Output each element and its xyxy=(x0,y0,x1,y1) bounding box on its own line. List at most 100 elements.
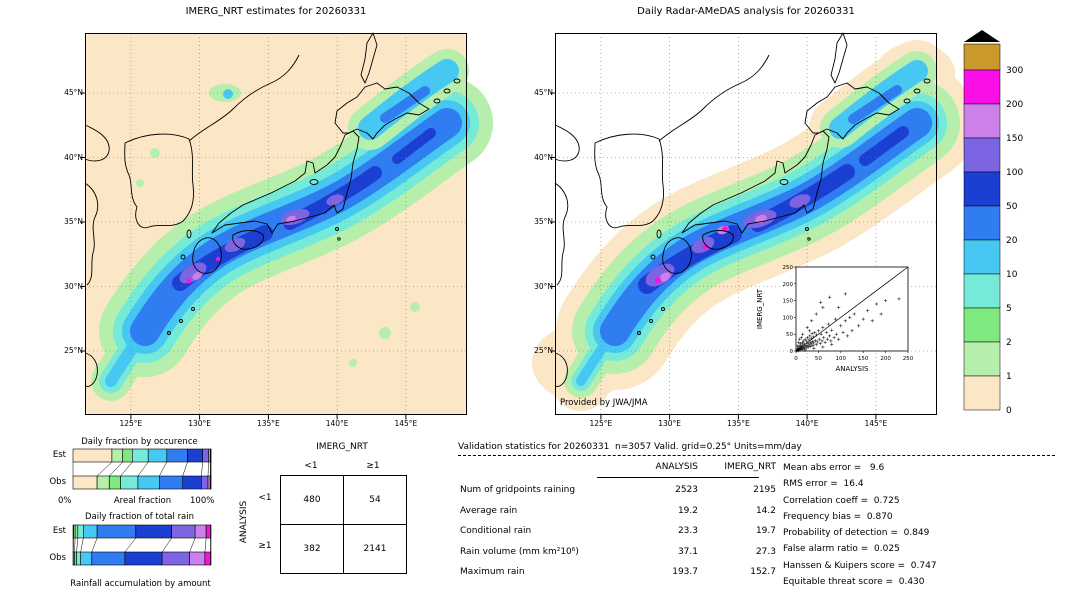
svg-text:50: 50 xyxy=(1006,202,1018,212)
lat-tick-label: 25°N xyxy=(64,346,83,355)
contingency-col-label-lt1: <1 xyxy=(304,461,318,471)
validation-imerg-value: 19.7 xyxy=(755,526,776,537)
contingency-row-group: ANALYSIS xyxy=(239,500,249,544)
validation-analysis-value: 23.3 xyxy=(677,526,698,537)
svg-text:20: 20 xyxy=(1006,236,1018,246)
lat-tick-label: 30°N xyxy=(534,281,553,291)
lon-tick-label: 130°E xyxy=(188,419,211,428)
occurrence-est-label: Est xyxy=(52,450,66,460)
radar-map-title: Daily Radar-AMeDAS analysis for 20260331 xyxy=(637,6,855,17)
score-line: Correlation coeff = 0.725 xyxy=(783,495,900,506)
svg-text:100: 100 xyxy=(836,356,847,362)
lon-tick-label: 140°E xyxy=(795,419,819,428)
validation-label-spacer xyxy=(460,462,650,472)
lat-tick-label: 45°N xyxy=(64,88,83,97)
svg-text:150: 150 xyxy=(1006,134,1023,144)
score-line: Probability of detection = 0.849 xyxy=(783,528,930,539)
svg-text:1: 1 xyxy=(1006,372,1012,382)
validation-title: Validation statistics for 20260331 n=305… xyxy=(458,442,802,452)
svg-text:250: 250 xyxy=(783,265,794,271)
score-line: Frequency bias = 0.870 xyxy=(783,511,893,522)
validation-row-label: Average rain xyxy=(460,505,518,516)
dashed-divider xyxy=(458,455,1055,456)
contingency-row-label-ge1: ≥1 xyxy=(258,541,272,551)
contingency-col-group: IMERG_NRT xyxy=(316,442,368,452)
score-line: RMS error = 16.4 xyxy=(783,479,864,490)
lon-tick-label: 130°E xyxy=(658,419,681,428)
svg-text:IMERG_NRT: IMERG_NRT xyxy=(756,288,764,329)
svg-text:5: 5 xyxy=(1006,304,1012,314)
validation-row: Rain volume (mm km²10⁶) 37.1 27.3 xyxy=(460,542,790,563)
validation-row-label: Maximum rain xyxy=(460,567,525,578)
lat-tick-label: 25°N xyxy=(534,346,553,355)
imerg-precipitation-map xyxy=(80,32,493,420)
imerg-map-panel: 45°N 40°N 35°N 30°N 25°N 125°E 130°E 135°E 140°E… xyxy=(64,32,493,428)
contingency-row-label-lt1: <1 xyxy=(258,493,272,503)
lon-tick-label: 125°E xyxy=(119,419,143,428)
lon-tick-label: 140°E xyxy=(325,419,349,428)
score-line: Equitable threat score = 0.430 xyxy=(783,577,925,588)
radar-precipitation-map xyxy=(532,32,976,420)
validation-analysis-value: 193.7 xyxy=(672,567,698,578)
imerg-map-title: IMERG_NRT estimates for 20260331 xyxy=(185,6,367,17)
svg-text:150: 150 xyxy=(858,356,869,362)
occurrence-obs-label: Obs xyxy=(49,477,66,487)
total-rain-stacked-bars xyxy=(72,524,212,566)
header-underline xyxy=(597,477,759,478)
lon-tick-label: 135°E xyxy=(726,419,750,428)
skill-scores-list: Mean abs error = 9.6 RMS error = 16.4 Corr… xyxy=(783,460,937,590)
lat-tick-label: 40°N xyxy=(534,152,553,162)
contingency-col-label-ge1: ≥1 xyxy=(366,461,380,471)
score-line: Hanssen & Kuipers score = 0.747 xyxy=(783,560,937,571)
svg-text:150: 150 xyxy=(783,299,794,305)
validation-header-row: ANALYSIS IMERG_NRT xyxy=(460,462,790,472)
lon-tick-label: 125°E xyxy=(589,419,613,428)
lat-tick-label: 40°N xyxy=(64,152,83,162)
svg-text:0: 0 xyxy=(1006,406,1012,416)
svg-text:10: 10 xyxy=(1006,270,1018,280)
validation-rows: Num of gridpoints raining 2523 2195 Average… xyxy=(460,480,790,583)
svg-text:50: 50 xyxy=(815,356,822,362)
validation-row: Conditional rain 23.3 19.7 xyxy=(460,521,790,542)
areal-fraction-axis-label: Areal fraction xyxy=(113,496,172,506)
contingency-cell-misses: 382 xyxy=(280,524,344,574)
credit-text: Provided by JWA/JMA xyxy=(560,398,648,408)
svg-text:ANALYSIS: ANALYSIS xyxy=(835,365,869,373)
validation-imerg-value: 14.2 xyxy=(755,505,776,516)
areal-fraction-max: 100% xyxy=(190,496,215,506)
svg-text:200: 200 xyxy=(783,282,794,288)
validation-col-analysis: ANALYSIS xyxy=(655,462,698,472)
lat-tick-label: 30°N xyxy=(64,281,83,291)
lon-tick-label: 145°E xyxy=(864,419,888,428)
validation-row-label: Rain volume (mm km²10⁶) xyxy=(460,546,579,557)
contingency-cell-hits: 2141 xyxy=(343,524,407,574)
validation-row: Num of gridpoints raining 2523 2195 xyxy=(460,480,790,501)
lat-tick-label: 35°N xyxy=(64,217,83,226)
validation-col-imerg: IMERG_NRT xyxy=(724,462,776,472)
contingency-table: 480 54 382 2141 xyxy=(280,475,407,574)
svg-text:100: 100 xyxy=(1006,168,1023,178)
lat-tick-label: 45°N xyxy=(534,88,553,97)
score-line: False alarm ratio = 0.025 xyxy=(783,544,900,555)
svg-text:50: 50 xyxy=(786,332,793,338)
lon-tick-label: 135°E xyxy=(256,419,280,428)
svg-text:2: 2 xyxy=(1006,338,1012,348)
validation-row-label: Num of gridpoints raining xyxy=(460,485,576,496)
svg-text:200: 200 xyxy=(1006,100,1023,110)
occurrence-stacked-bars xyxy=(72,448,212,490)
colorbar: 300 200 150 100 50 20 10 5 2 1 0 xyxy=(962,28,1037,424)
validation-imerg-value: 152.7 xyxy=(750,567,776,578)
areal-fraction-min: 0% xyxy=(58,496,72,506)
svg-text:0: 0 xyxy=(794,356,798,362)
svg-text:0: 0 xyxy=(790,349,794,355)
validation-analysis-value: 37.1 xyxy=(677,546,698,557)
lat-tick-label: 35°N xyxy=(534,217,553,226)
contingency-cell-correct-negatives: 480 xyxy=(280,475,344,525)
validation-row-label: Conditional rain xyxy=(460,526,532,537)
svg-text:300: 300 xyxy=(1006,66,1023,76)
validation-row: Average rain 19.2 14.2 xyxy=(460,501,790,522)
total-rain-chart-title: Daily fraction of total rain xyxy=(84,512,195,522)
validation-analysis-value: 2523 xyxy=(675,485,698,496)
